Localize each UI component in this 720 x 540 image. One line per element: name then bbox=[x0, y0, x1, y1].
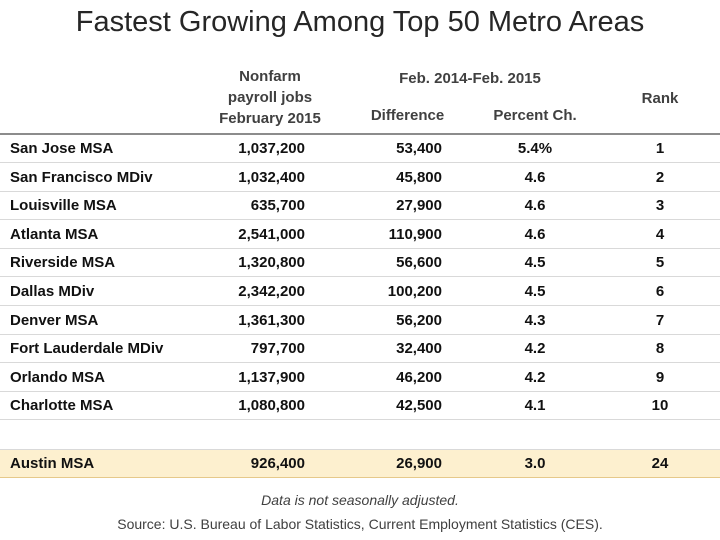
difference-cell: 53,400 bbox=[396, 140, 442, 157]
percent-cell: 5.4% bbox=[517, 140, 553, 157]
rank-cell: 10 bbox=[651, 397, 669, 415]
row-divider bbox=[0, 477, 720, 478]
header-percent-change: Percent Ch. bbox=[493, 107, 577, 124]
percent-cell: 4.2 bbox=[524, 368, 546, 386]
area-cell: Atlanta MSA bbox=[10, 225, 99, 243]
percent-cell: 4.5 bbox=[524, 254, 546, 272]
table-row: Denver MSA 1,361,300 56,200 4.3 7 bbox=[0, 307, 720, 335]
header-difference: Difference bbox=[370, 107, 445, 124]
row-divider bbox=[0, 190, 720, 192]
area-cell: San Francisco MDiv bbox=[10, 168, 153, 186]
table-row: Louisville MSA 635,700 27,900 4.6 3 bbox=[0, 192, 720, 221]
page-title: Fastest Growing Among Top 50 Metro Areas bbox=[75, 6, 645, 38]
area-cell: San Jose MSA bbox=[10, 140, 114, 157]
jobs-cell: 1,032,400 bbox=[238, 168, 305, 186]
area-cell: Dallas MDiv bbox=[10, 283, 95, 300]
row-divider bbox=[0, 362, 720, 364]
percent-cell: 4.6 bbox=[524, 168, 546, 186]
header-jobs-line1: Nonfarm bbox=[239, 68, 301, 85]
row-divider bbox=[0, 162, 720, 163]
jobs-cell: 797,700 bbox=[250, 340, 305, 358]
header-jobs-line3: February 2015 bbox=[219, 110, 321, 127]
row-divider bbox=[0, 247, 720, 249]
header-jobs: Nonfarm payroll jobs February 2015 bbox=[205, 66, 335, 129]
spacer-row bbox=[0, 421, 720, 450]
row-divider bbox=[0, 419, 720, 421]
percent-cell: 4.2 bbox=[524, 340, 546, 358]
row-divider bbox=[0, 333, 720, 335]
difference-cell: 56,200 bbox=[396, 311, 442, 329]
table-row: Charlotte MSA 1,080,800 42,500 4.1 10 bbox=[0, 392, 720, 421]
jobs-cell: 1,080,800 bbox=[238, 397, 305, 415]
rank-cell: 4 bbox=[655, 225, 665, 243]
rank-cell: 1 bbox=[655, 140, 665, 157]
table-row: Riverside MSA 1,320,800 56,600 4.5 5 bbox=[0, 249, 720, 278]
row-divider bbox=[0, 390, 720, 392]
difference-cell: 46,200 bbox=[396, 368, 442, 386]
area-cell: Fort Lauderdale MDiv bbox=[10, 340, 164, 358]
rank-cell: 7 bbox=[655, 311, 665, 329]
percent-cell: 4.3 bbox=[524, 311, 546, 329]
area-cell: Louisville MSA bbox=[10, 197, 117, 215]
jobs-cell: 1,137,900 bbox=[238, 368, 305, 386]
jobs-cell: 1,037,200 bbox=[238, 140, 305, 157]
header-divider bbox=[0, 133, 720, 135]
table-row: Atlanta MSA 2,541,000 110,900 4.6 4 bbox=[0, 221, 720, 249]
jobs-cell: 1,320,800 bbox=[238, 254, 305, 272]
area-cell: Austin MSA bbox=[10, 455, 95, 472]
area-cell: Orlando MSA bbox=[10, 368, 106, 386]
rank-cell: 3 bbox=[655, 197, 665, 215]
difference-cell: 27,900 bbox=[396, 197, 442, 215]
area-cell: Denver MSA bbox=[10, 311, 99, 329]
table-row: Fort Lauderdale MDiv 797,700 32,400 4.2 8 bbox=[0, 335, 720, 364]
row-divider bbox=[0, 276, 720, 278]
rank-cell: 9 bbox=[655, 368, 665, 386]
difference-cell: 100,200 bbox=[387, 283, 442, 300]
header-jobs-line2: payroll jobs bbox=[227, 89, 313, 106]
row-divider bbox=[0, 219, 720, 221]
difference-cell: 56,600 bbox=[396, 254, 442, 272]
percent-cell: 4.6 bbox=[524, 225, 546, 243]
jobs-cell: 2,541,000 bbox=[238, 225, 305, 243]
table-row: Dallas MDiv 2,342,200 100,200 4.5 6 bbox=[0, 278, 720, 306]
jobs-cell: 1,361,300 bbox=[238, 311, 305, 329]
difference-cell: 45,800 bbox=[396, 168, 442, 186]
percent-cell: 4.1 bbox=[524, 397, 546, 415]
difference-cell: 26,900 bbox=[396, 455, 442, 472]
table-row: San Francisco MDiv 1,032,400 45,800 4.6 2 bbox=[0, 164, 720, 192]
percent-cell: 3.0 bbox=[524, 455, 546, 472]
rank-cell: 2 bbox=[655, 168, 665, 186]
difference-cell: 110,900 bbox=[388, 225, 442, 243]
row-divider bbox=[0, 305, 720, 306]
highlight-row: Austin MSA 926,400 26,900 3.0 24 bbox=[0, 450, 720, 478]
table-row: San Jose MSA 1,037,200 53,400 5.4% 1 bbox=[0, 135, 720, 163]
row-divider bbox=[0, 449, 720, 450]
area-cell: Riverside MSA bbox=[10, 254, 116, 272]
difference-cell: 32,400 bbox=[396, 340, 442, 358]
rank-cell: 8 bbox=[655, 340, 665, 358]
percent-cell: 4.5 bbox=[524, 283, 546, 300]
header-period: Feb. 2014-Feb. 2015 bbox=[399, 70, 541, 87]
header-rank: Rank bbox=[641, 90, 679, 107]
rank-cell: 24 bbox=[651, 455, 669, 472]
area-cell: Charlotte MSA bbox=[10, 397, 114, 415]
difference-cell: 42,500 bbox=[396, 397, 442, 415]
table-row: Orlando MSA 1,137,900 46,200 4.2 9 bbox=[0, 364, 720, 392]
footnote: Data is not seasonally adjusted. bbox=[261, 492, 459, 508]
jobs-cell: 635,700 bbox=[250, 197, 305, 215]
percent-cell: 4.6 bbox=[524, 197, 546, 215]
jobs-cell: 2,342,200 bbox=[238, 283, 305, 300]
source-note: Source: U.S. Bureau of Labor Statistics,… bbox=[117, 516, 603, 532]
rank-cell: 6 bbox=[655, 283, 665, 300]
rank-cell: 5 bbox=[655, 254, 665, 272]
jobs-cell: 926,400 bbox=[250, 455, 305, 472]
